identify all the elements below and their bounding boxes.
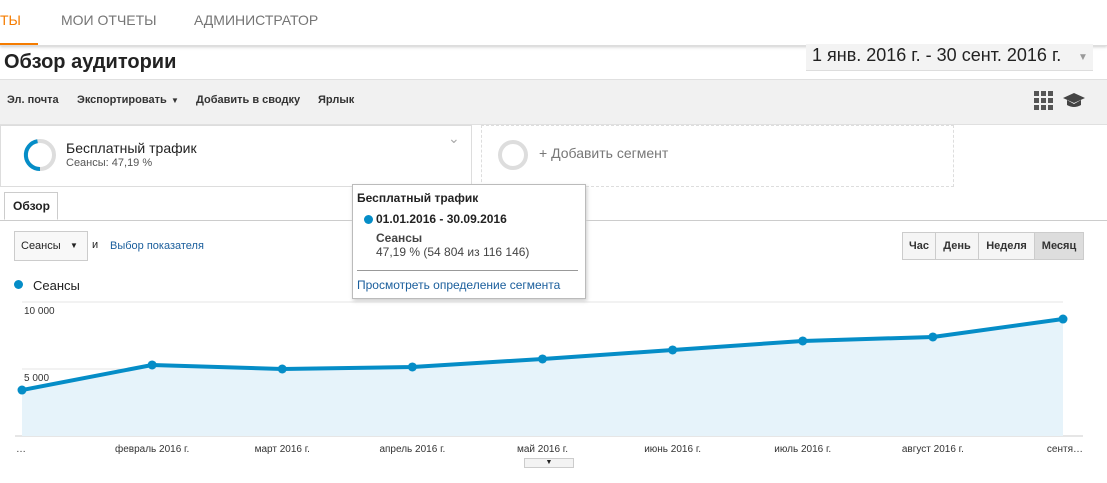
page-title: Обзор аудитории [4, 51, 177, 73]
y-tick-label: 5 000 [24, 373, 49, 384]
point [668, 345, 678, 355]
legend-marker [14, 280, 23, 289]
point [407, 362, 417, 372]
report-tab-box[interactable] [4, 192, 58, 220]
x-tick-label: июнь 2016 г. [644, 444, 701, 455]
tooltip-value: 47,19 % (54 804 из 116 146) [376, 245, 530, 259]
x-tick-label: апрель 2016 г. [379, 444, 445, 455]
segment-ring [23, 139, 56, 172]
period-button[interactable]: Час [902, 232, 936, 260]
top-nav [0, 0, 1107, 46]
active-tab-underline [0, 43, 38, 45]
segment-name: Бесплатный трафик [66, 140, 197, 156]
segment-chevron[interactable]: ⌄ [448, 130, 460, 146]
tooltip-metric: Сеансы [376, 231, 423, 245]
segment-detail: Сеансы: 47,19 % [66, 157, 153, 169]
tooltip-link[interactable]: Просмотреть определение сегмента [357, 278, 561, 292]
nav-tab[interactable]: МОИ ОТЧЕТЫ [61, 12, 157, 28]
point [798, 336, 808, 346]
point [147, 360, 157, 370]
segment-card[interactable] [0, 125, 472, 187]
dropdown-arrow: ▼ [171, 96, 179, 105]
period-button[interactable]: Неделя [978, 232, 1035, 260]
point [538, 354, 547, 364]
tooltip [352, 184, 586, 299]
x-tick-label: сентя… [1047, 444, 1083, 455]
nav-tab[interactable]: АДМИНИСТРАТОР [194, 12, 319, 28]
point [1058, 314, 1068, 324]
x-tick-label: июль 2016 г. [774, 444, 831, 455]
add-segment-card[interactable] [481, 125, 954, 187]
period-button[interactable]: День [935, 232, 979, 260]
toolbar-button[interactable]: Добавить в сводку [196, 94, 301, 106]
x-tick-label: август 2016 г. [902, 444, 964, 455]
x-tick-label: май 2016 г. [517, 444, 568, 455]
metric-link[interactable]: Выбор показателя [110, 240, 204, 252]
tooltip-date: 01.01.2016 - 30.09.2016 [376, 212, 507, 226]
connector: и [92, 239, 99, 251]
metric-select-box[interactable] [14, 231, 88, 261]
toolbar [0, 79, 1107, 125]
report-tab[interactable]: Обзор [13, 199, 50, 213]
add-segment[interactable]: + Добавить сегмент [539, 145, 669, 161]
x-tick-label: март 2016 г. [255, 444, 310, 455]
toolbar-button[interactable]: Ярлык [318, 94, 355, 106]
point [277, 364, 287, 374]
x-tick-label: февраль 2016 г. [115, 443, 189, 455]
add-segment-ring [498, 140, 528, 170]
point [17, 385, 27, 395]
chart-expand[interactable]: ▼ [524, 458, 574, 468]
dropdown-arrow: ▼ [70, 241, 78, 250]
toolbar-button[interactable]: Эл. почта [7, 94, 59, 106]
chart: 5 000 10 000 … февраль 2016 г. март 2016 г. а… [15, 301, 1083, 455]
toolbar-button[interactable]: Экспортировать [77, 94, 167, 106]
y-tick-label: 10 000 [24, 306, 55, 317]
legend-label: Сеансы [33, 278, 80, 293]
x-tick-label: … [16, 444, 26, 455]
tooltip-marker [364, 215, 373, 224]
date-picker[interactable] [806, 44, 1093, 71]
point [928, 332, 938, 342]
period-button[interactable]: Месяц [1034, 232, 1084, 260]
tooltip-rule [357, 270, 578, 271]
area [22, 319, 1063, 436]
date-range: 1 янв. 2016 г. - 30 сент. 2016 г. [812, 45, 1062, 65]
tooltip-title: Бесплатный трафик [357, 191, 479, 205]
nav-tab[interactable]: ТЫ [0, 12, 21, 28]
metric-select[interactable]: Сеансы [21, 240, 61, 252]
toolbar-icons[interactable] [1033, 90, 1093, 112]
date-dropdown-arrow: ▼ [1078, 52, 1088, 63]
